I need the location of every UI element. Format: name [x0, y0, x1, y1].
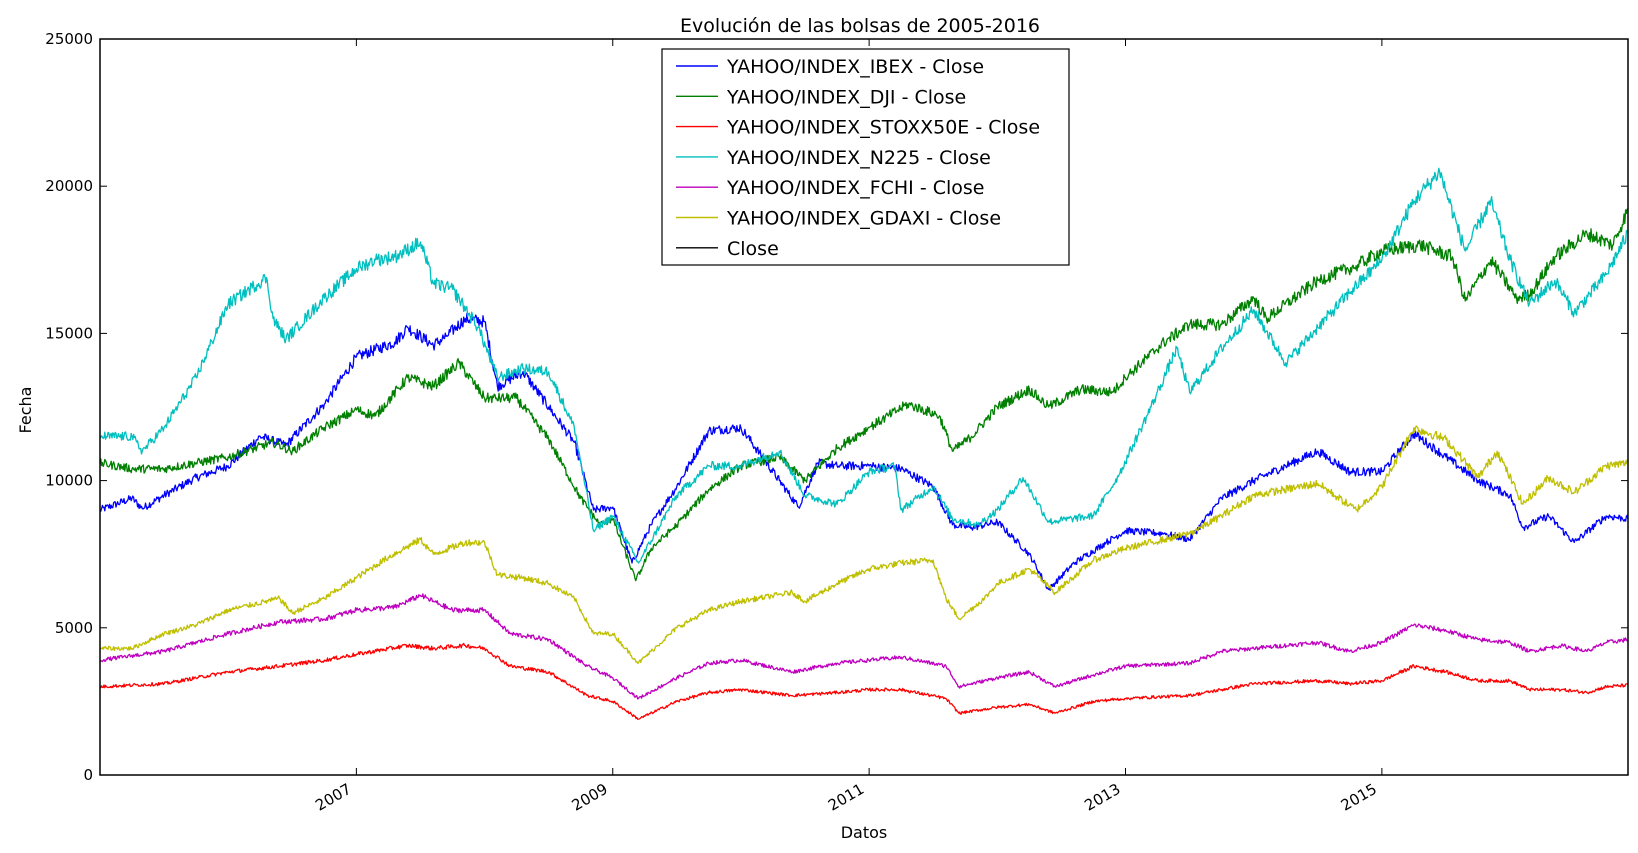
series-line-5	[99, 425, 1629, 664]
y-tick-label: 5000	[55, 619, 93, 637]
series-line-4	[99, 593, 1629, 700]
legend-label: Close	[727, 238, 779, 260]
y-tick-label: 0	[83, 766, 93, 784]
legend-label: YAHOO/INDEX_DJI - Close	[726, 86, 966, 108]
series-line-2	[99, 642, 1629, 720]
series-line-3	[99, 167, 1629, 564]
y-axis-title: Fecha	[16, 387, 35, 434]
legend-entries: YAHOO/INDEX_IBEX - Close YAHOO/INDEX_DJI …	[676, 56, 1040, 260]
legend-label: YAHOO/INDEX_GDAXI - Close	[726, 208, 1001, 230]
series-line-0	[99, 312, 1629, 591]
y-tick-label: 25000	[45, 30, 93, 48]
plot-area-frame	[99, 38, 1629, 776]
legend: YAHOO/INDEX_IBEX - Close YAHOO/INDEX_DJI …	[661, 48, 1070, 266]
series-layer	[99, 167, 1629, 720]
legend-box	[661, 48, 1070, 266]
y-tick-label: 10000	[45, 472, 93, 490]
y-tick-label: 20000	[45, 177, 93, 195]
legend-label: YAHOO/INDEX_FCHI - Close	[726, 177, 984, 199]
legend-label: YAHOO/INDEX_STOXX50E - Close	[726, 117, 1040, 139]
y-tick-label: 15000	[45, 324, 93, 342]
series-line-1	[99, 208, 1629, 582]
chart-title: Evolución de las bolsas de 2005-2016	[680, 15, 1040, 37]
legend-label: YAHOO/INDEX_IBEX - Close	[726, 56, 984, 78]
x-axis-title: Datos	[841, 823, 888, 842]
legend-label: YAHOO/INDEX_N225 - Close	[726, 147, 991, 169]
